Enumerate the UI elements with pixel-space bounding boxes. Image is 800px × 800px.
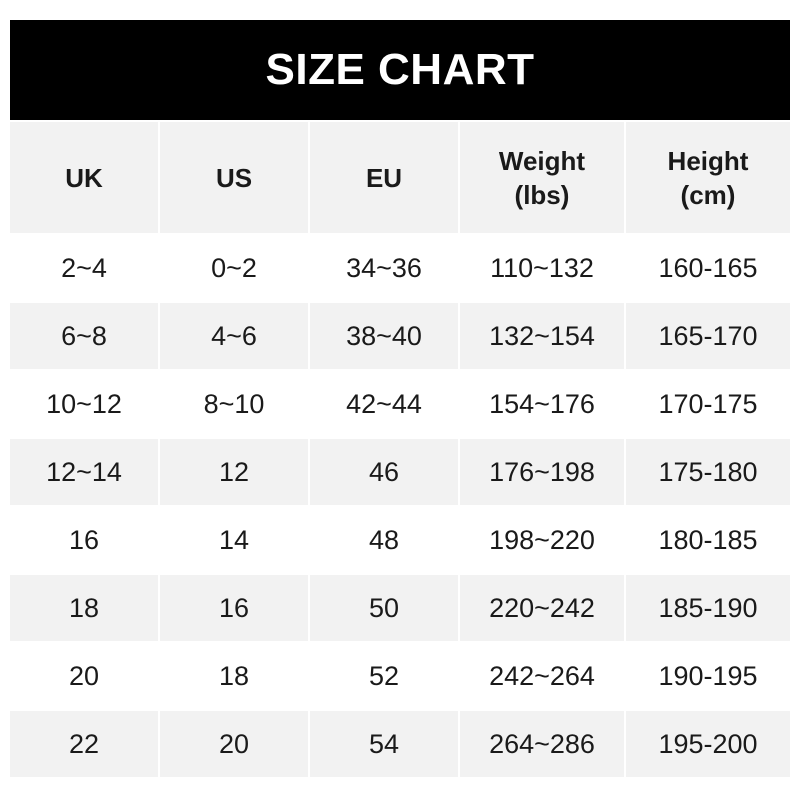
table-cell-uk: 20: [68, 660, 100, 691]
size-table: UK US EU Weight (lbs) Height (cm) 2~4 0~2 34~36 11…: [10, 122, 790, 778]
table-cell-uk: 22: [10, 711, 158, 777]
table-cell-us: 20: [160, 711, 308, 777]
table-cell-eu: 38~40: [310, 303, 458, 369]
table-cell-us: 18: [218, 660, 250, 691]
table-cell-eu: 48: [368, 524, 400, 555]
column-header-eu: EU: [310, 122, 458, 233]
table-cell-height: 170-175: [658, 388, 758, 419]
column-header-label: EU: [365, 162, 403, 193]
table-cell-eu: 54: [310, 711, 458, 777]
table-cell-eu: 34~36: [346, 252, 422, 283]
table-cell-uk: 16: [68, 524, 100, 555]
table-cell-us: 0~2: [211, 252, 257, 283]
table-cell-eu: 50: [310, 575, 458, 641]
table-cell-height: 175-180: [626, 439, 790, 505]
table-cell-height: 190-195: [658, 660, 758, 691]
table-cell-weight: 264~286: [460, 711, 624, 777]
table-cell-weight: 220~242: [460, 575, 624, 641]
table-cell-us: 12: [160, 439, 308, 505]
column-header-uk: UK: [10, 122, 158, 233]
column-header-label: Weight: [498, 145, 586, 176]
table-cell-us: 14: [218, 524, 250, 555]
table-cell-uk: 2~4: [61, 252, 107, 283]
table-cell-us: 16: [160, 575, 308, 641]
table-cell-height: 160-165: [658, 252, 758, 283]
column-header-label: Height: [667, 145, 749, 176]
table-cell-weight: 176~198: [460, 439, 624, 505]
table-cell-weight: 242~264: [489, 660, 595, 691]
table-cell-weight: 110~132: [490, 252, 594, 283]
column-header-weight: Weight (lbs): [460, 122, 624, 233]
table-cell-height: 165-170: [626, 303, 790, 369]
table-cell-height: 195-200: [626, 711, 790, 777]
table-cell-uk: 12~14: [10, 439, 158, 505]
table-cell-eu: 46: [310, 439, 458, 505]
table-cell-height: 185-190: [626, 575, 790, 641]
column-header-label: UK: [65, 162, 103, 193]
table-cell-uk: 6~8: [10, 303, 158, 369]
table-cell-height: 180-185: [658, 524, 758, 555]
table-cell-uk: 10~12: [46, 388, 122, 419]
table-cell-uk: 18: [10, 575, 158, 641]
table-cell-us: 8~10: [203, 388, 265, 419]
table-cell-weight: 154~176: [489, 388, 595, 419]
table-cell-eu: 42~44: [346, 388, 422, 419]
size-chart-title: SIZE CHART: [10, 20, 790, 120]
table-cell-weight: 132~154: [460, 303, 624, 369]
table-cell-weight: 198~220: [489, 524, 595, 555]
column-header-label: US: [215, 162, 253, 193]
column-header-unit: (cm): [680, 179, 736, 210]
table-cell-us: 4~6: [160, 303, 308, 369]
column-header-us: US: [160, 122, 308, 233]
column-header-unit: (lbs): [514, 179, 570, 210]
table-cell-eu: 52: [368, 660, 400, 691]
column-header-height: Height (cm): [626, 122, 790, 233]
